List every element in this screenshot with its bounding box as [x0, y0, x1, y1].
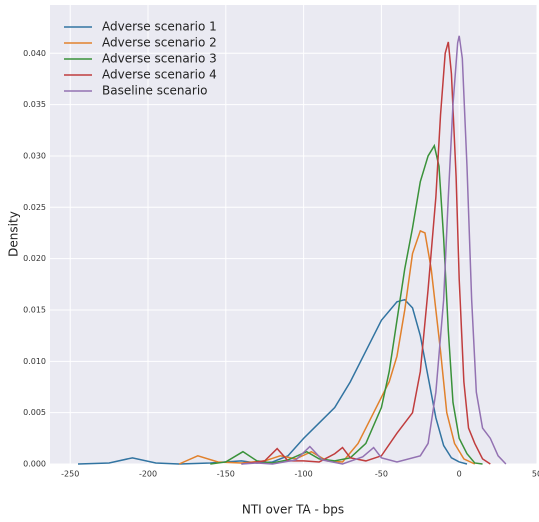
y-axis-label: Density	[7, 211, 21, 257]
line	[241, 41, 491, 465]
x-tick-label: -200	[139, 470, 157, 479]
line	[210, 143, 483, 465]
y-tick-label: 0.025	[23, 203, 46, 212]
y-tick-label: 0.015	[23, 305, 46, 314]
x-axis-label: NTI over TA - bps	[242, 503, 344, 517]
legend-label: Adverse scenario 3	[102, 52, 217, 66]
x-tick-label: -100	[295, 470, 313, 479]
legend-label: Adverse scenario 2	[102, 36, 217, 50]
x-tick-label: -150	[217, 470, 235, 479]
y-tick-label: 0.000	[23, 460, 46, 469]
y-tick-label: 0.005	[23, 408, 46, 417]
legend-label: Adverse scenario 4	[102, 68, 217, 82]
legend-label: Baseline scenario	[102, 84, 208, 98]
x-tick-label: -50	[375, 470, 388, 479]
y-tick-label: 0.020	[23, 254, 46, 263]
y-tick-label: 0.035	[23, 100, 46, 109]
line	[241, 35, 507, 465]
y-tick-label: 0.040	[23, 49, 46, 58]
x-tick-label: -250	[61, 470, 79, 479]
y-tick-label: 0.030	[23, 151, 46, 160]
x-tick-label: 0	[457, 470, 462, 479]
plot-area	[50, 5, 537, 464]
x-tick-label: 50	[532, 470, 539, 479]
y-tick-label: 0.010	[23, 357, 46, 366]
legend-label: Adverse scenario 1	[102, 20, 217, 34]
line	[77, 298, 468, 465]
